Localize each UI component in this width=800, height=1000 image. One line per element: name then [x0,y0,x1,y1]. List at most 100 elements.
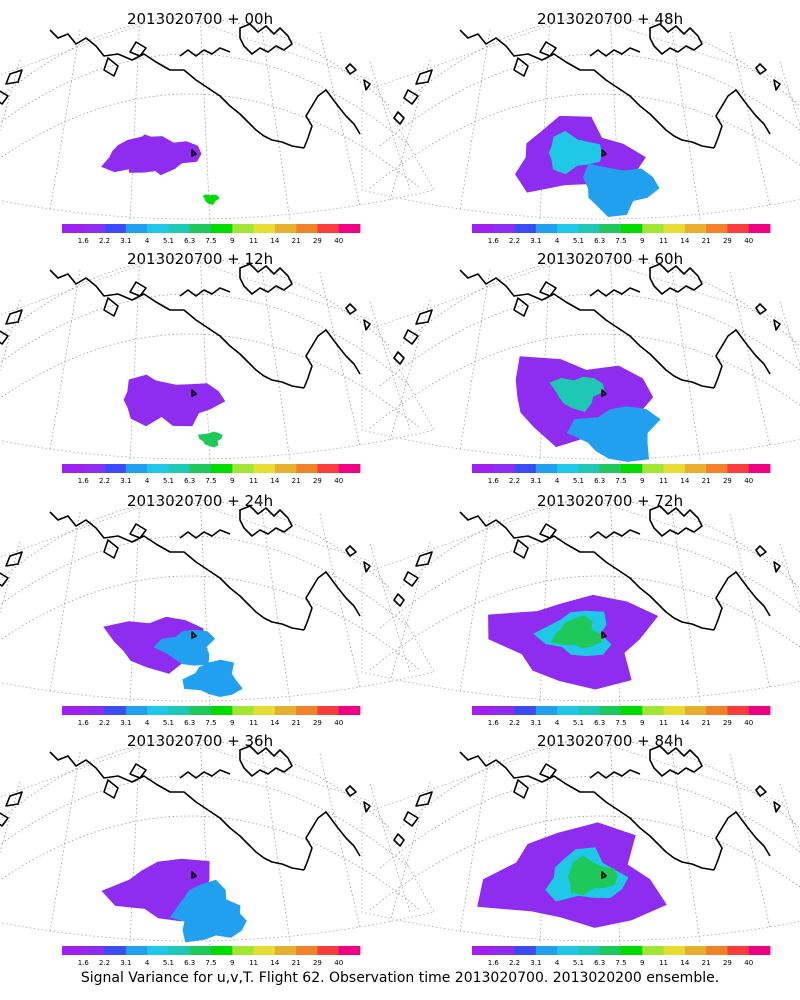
colorbar-tick-label: 2.2 [509,477,520,485]
colorbar-swatch [125,946,148,955]
colorbar-swatch [83,706,105,715]
colorbar-tick-label: 6.3 [594,719,605,727]
colorbar-swatch [62,464,84,473]
variance-area-gulf-of-alaska [153,629,216,666]
panel-title: 2013020700 + 24h [127,492,273,510]
colorbar-swatch [211,224,233,233]
colorbar-tick-label: 29 [313,477,322,485]
colorbar-swatch [706,946,728,955]
colorbar-tick-label: 21 [292,237,301,245]
colorbar-swatch [317,946,340,955]
colorbar-tick-label: 14 [680,719,689,727]
colorbar-swatch [125,464,148,473]
colorbar-tick-label: 4 [145,719,150,727]
colorbar-swatch [147,946,169,955]
colorbar-tick-label: 9 [230,959,234,967]
colorbar-tick-label: 4 [555,959,560,967]
colorbar: 1.6 2.2 3.1 4 5.1 6.3 7.5 9 11 14 21 29 40 [62,706,361,727]
colorbar-tick-label: 2.2 [99,959,110,967]
colorbar-swatch [684,946,707,955]
variance-area-pacific-east [143,136,202,176]
colorbar-swatch [748,224,771,233]
colorbar-tick-label: 14 [270,237,279,245]
colorbar: 1.6 2.2 3.1 4 5.1 6.3 7.5 9 11 14 21 29 40 [62,224,361,245]
colorbar-tick-label: 9 [640,959,644,967]
colorbar-tick-label: 21 [702,477,711,485]
colorbar-swatch [493,706,515,715]
colorbar-tick-label: 40 [334,237,343,245]
variance-area-canada [583,163,660,217]
colorbar-tick-label: 29 [313,719,322,727]
map-panel: 2013020700 + 36h 1.6 2.2 3.1 4 5.1 6.3 7.5 9 11 14… [0,731,435,967]
colorbar-swatch [748,706,771,715]
colorbar-swatch [189,464,212,473]
colorbar-tick-label: 3.1 [530,959,541,967]
colorbar: 1.6 2.2 3.1 4 5.1 6.3 7.5 9 11 14 21 29 40 [62,946,361,967]
colorbar-tick-label: 1.6 [488,477,500,485]
colorbar-swatch [663,706,686,715]
colorbar-swatch [317,706,340,715]
colorbar-tick-label: 9 [230,237,234,245]
colorbar-tick-label: 40 [744,477,753,485]
colorbar-tick-label: 5.1 [163,477,174,485]
colorbar-tick-label: 1.6 [488,719,500,727]
colorbar: 1.6 2.2 3.1 4 5.1 6.3 7.5 9 11 14 21 29 40 [472,224,771,245]
panel-title: 2013020700 + 72h [537,492,683,510]
colorbar-tick-label: 40 [334,959,343,967]
colorbar-tick-label: 4 [145,959,150,967]
colorbar-swatch [472,464,494,473]
colorbar-tick-label: 40 [744,237,753,245]
colorbar-tick-label: 21 [702,237,711,245]
colorbar-swatch [211,706,233,715]
map-area [361,249,800,465]
colorbar-swatch [727,464,750,473]
colorbar-swatch [706,224,728,233]
colorbar-tick-label: 3.1 [530,719,541,727]
colorbar-swatch [621,946,643,955]
variance-area-hudson-bay [182,659,243,697]
colorbar-swatch [168,706,191,715]
colorbar-tick-label: 29 [313,959,322,967]
colorbar-swatch [147,464,169,473]
colorbar-swatch [578,706,601,715]
colorbar-swatch [338,224,361,233]
colorbar-tick-label: 2.2 [99,477,110,485]
colorbar-tick-label: 9 [640,477,644,485]
colorbar-swatch [274,706,297,715]
colorbar-swatch [493,464,515,473]
variance-area-hudson-bay [197,431,223,448]
colorbar-swatch [274,946,297,955]
coastline [0,23,371,157]
colorbar-swatch [642,224,664,233]
colorbar-swatch [104,224,127,233]
colorbar-tick-label: 21 [702,719,711,727]
variance-area-hudson-bay [202,194,220,205]
colorbar-swatch [642,706,664,715]
colorbar-tick-label: 7.5 [615,959,626,967]
colorbar-tick-label: 21 [292,719,301,727]
colorbar-tick-label: 5.1 [573,237,584,245]
colorbar-tick-label: 3.1 [530,477,541,485]
colorbar-swatch [621,464,643,473]
colorbar-swatch [621,224,643,233]
colorbar-tick-label: 6.3 [594,959,605,967]
map-area [0,9,435,225]
colorbar-tick-label: 29 [723,959,732,967]
graticule-lines [0,9,435,225]
variance-area-central-pacific [550,615,603,649]
graticule-lines [0,249,435,465]
map-area [361,731,800,947]
colorbar-swatch [189,224,212,233]
colorbar-tick-label: 4 [555,237,560,245]
colorbar-tick-label: 11 [659,959,668,967]
colorbar-swatch [493,946,515,955]
map-panel: 2013020700 + 00h 1.6 2.2 3.1 4 5.1 6.3 7.5 9 11 14… [0,9,435,245]
colorbar-tick-label: 40 [744,959,753,967]
panel-title: 2013020700 + 48h [537,10,683,28]
colorbar-tick-label: 11 [659,719,668,727]
colorbar-tick-label: 29 [313,237,322,245]
colorbar-tick-label: 1.6 [488,959,500,967]
colorbar-tick-label: 5.1 [573,959,584,967]
colorbar-swatch [147,706,169,715]
colorbar-tick-label: 14 [680,477,689,485]
